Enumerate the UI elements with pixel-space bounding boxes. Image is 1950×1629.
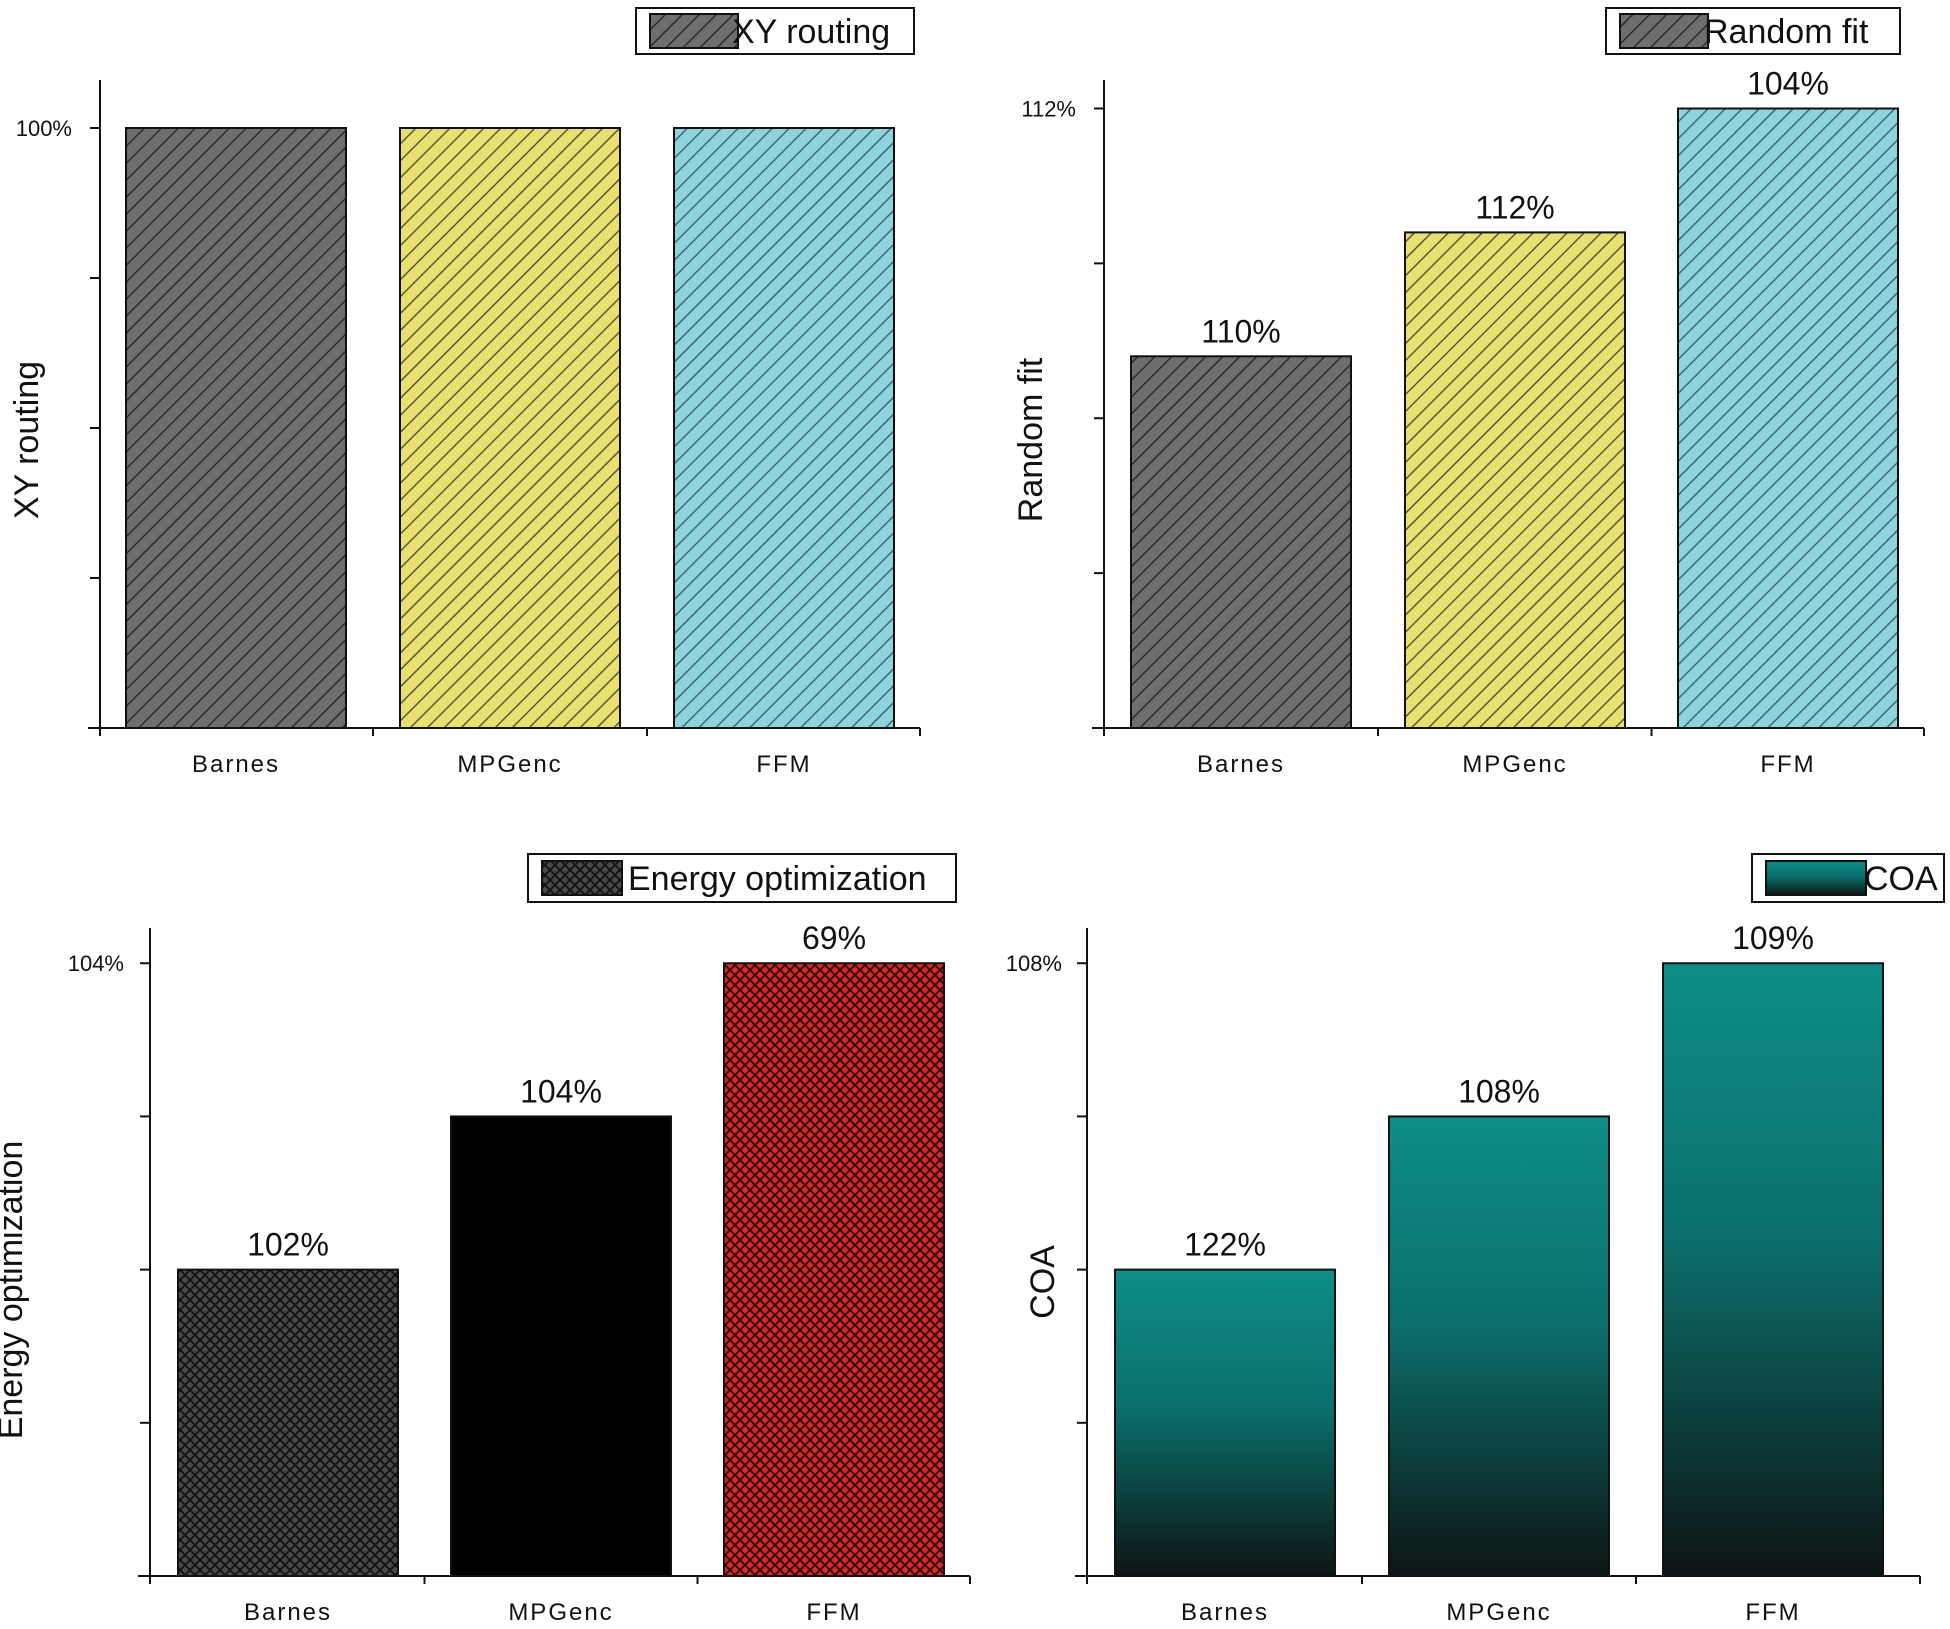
y-tick-label: 108% (1006, 951, 1062, 976)
legend: Energy optimization (527, 853, 957, 903)
x-tick-label: FFM (756, 751, 811, 778)
bar-ffm (673, 127, 895, 729)
chart-panel-3: 102% 104% 69% 104% Barnes MPGenc FFM Energy opt… (0, 853, 971, 1626)
chart-panel-2: 110% 112% 104% 112% Barnes MPGenc FFM Random fi… (1012, 7, 1925, 778)
chart-panel-1: 100% Barnes MPGenc FFM XY routing XY routing (8, 7, 921, 778)
x-tick-label: MPGenc (1462, 751, 1567, 778)
y-tick-label: 112% (1021, 96, 1076, 121)
bar-barnes (177, 1268, 399, 1578)
chart-panel-4: 122% 108% 109% 108% Barnes MPGenc FFM COA COA (1006, 853, 1945, 1626)
bar-mpgenc (450, 1115, 672, 1577)
bar-mpgenc (1404, 231, 1626, 729)
legend-label: Random fit (1704, 13, 1869, 51)
y-tick-label: 104% (68, 951, 124, 976)
legend: COA (1751, 853, 1945, 903)
legend-swatch (649, 13, 739, 49)
bar-value-label: 109% (1732, 920, 1814, 956)
y-axis-title: Energy optimization (0, 1141, 30, 1440)
legend-label: Energy optimization (628, 860, 927, 898)
legend-swatch (541, 860, 623, 896)
y-axis-title: XY routing (8, 361, 46, 519)
x-tick-label: Barnes (1197, 751, 1285, 778)
bar-barnes (125, 127, 347, 729)
bar-mpgenc (399, 127, 621, 729)
bar-value-label: 110% (1201, 313, 1280, 349)
bar-value-label: 104% (520, 1073, 602, 1109)
legend-swatch (1765, 860, 1867, 896)
y-tick-label: 100% (16, 116, 72, 141)
x-tick-label: Barnes (244, 1599, 332, 1626)
x-tick-label: Barnes (192, 751, 280, 778)
bar-value-label: 69% (802, 920, 866, 956)
legend-label: COA (1864, 860, 1938, 898)
x-tick-label: FFM (1760, 751, 1815, 778)
x-tick-label: MPGenc (457, 751, 562, 778)
legend-swatch (1619, 13, 1709, 49)
bar-value-label: 108% (1458, 1073, 1540, 1109)
x-tick-label: MPGenc (1446, 1599, 1551, 1626)
bar-value-label: 112% (1475, 189, 1554, 225)
y-axis-title: Random fit (1012, 357, 1050, 522)
bar-value-label: 122% (1184, 1227, 1266, 1263)
bar-ffm (1662, 962, 1884, 1577)
x-tick-label: Barnes (1181, 1599, 1269, 1626)
bar-barnes (1114, 1268, 1336, 1578)
legend: XY routing (635, 7, 915, 55)
bar-barnes (1130, 355, 1352, 729)
y-axis-title: COA (1024, 1245, 1062, 1319)
bar-ffm (1677, 107, 1899, 729)
x-tick-label: MPGenc (508, 1599, 613, 1626)
x-tick-label: FFM (806, 1599, 861, 1626)
x-tick-label: FFM (1745, 1599, 1800, 1626)
legend: Random fit (1605, 7, 1901, 55)
bar-value-label: 104% (1747, 65, 1829, 101)
legend-label: XY routing (732, 13, 890, 51)
bar-value-label: 102% (247, 1227, 329, 1263)
bar-mpgenc (1388, 1115, 1610, 1577)
bar-ffm (723, 962, 945, 1577)
